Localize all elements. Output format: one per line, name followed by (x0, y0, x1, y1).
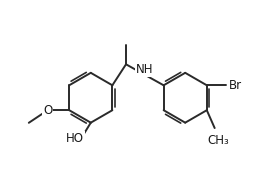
Text: O: O (43, 104, 52, 117)
Text: CH₃: CH₃ (207, 134, 229, 147)
Text: HO: HO (66, 132, 84, 145)
Text: Br: Br (229, 79, 242, 92)
Text: NH: NH (136, 63, 153, 75)
